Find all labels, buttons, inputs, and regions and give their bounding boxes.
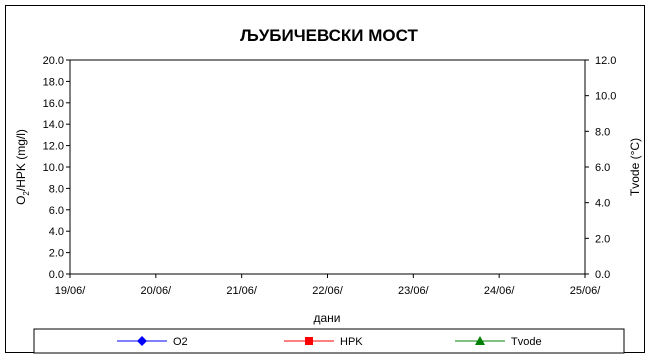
right-tick-label: 2.0	[595, 233, 610, 245]
left-tick-label: 8.0	[49, 183, 64, 195]
left-tick-label: 4.0	[49, 226, 64, 238]
legend-label: Tvode	[511, 336, 542, 348]
right-tick-label: 10.0	[595, 91, 616, 103]
x-axis-ticks: 19/06/20/06/21/06/22/06/23/06/24/06/25/0…	[55, 274, 602, 297]
right-tick-label: 0.0	[595, 269, 610, 281]
legend-item-hpk: HPK	[284, 336, 363, 348]
left-tick-label: 2.0	[49, 248, 64, 260]
y-axis-left-label: O2/HPK (mg/l)	[14, 129, 31, 205]
legend-label: HPK	[340, 336, 363, 348]
right-axis-ticks: 0.0 2.0 4.0 6.0 8.0 10.0 12.0	[585, 55, 616, 281]
right-tick-label: 12.0	[595, 55, 616, 67]
left-tick-label: 14.0	[43, 119, 64, 131]
right-tick-label: 4.0	[595, 198, 610, 210]
right-tick-label: 8.0	[595, 126, 610, 138]
x-tick-label: 21/06/	[226, 285, 258, 297]
left-tick-label: 12.0	[43, 141, 64, 153]
left-tick-label: 10.0	[43, 162, 64, 174]
legend-label: O2	[173, 336, 188, 348]
x-tick-label: 19/06/	[55, 285, 87, 297]
x-tick-label: 24/06/	[484, 285, 516, 297]
chart-title: ЉУБИЧЕВСКИ МОСТ	[240, 26, 418, 45]
left-tick-label: 0.0	[49, 269, 64, 281]
diamond-marker-icon	[137, 336, 147, 346]
legend-item-o2: O2	[117, 336, 188, 348]
left-tick-label: 18.0	[43, 76, 64, 88]
left-axis-ticks: 0.0 2.0 4.0 6.0 8.0 10.0 12.0 14.0 16.0 18.0 20.0	[43, 55, 70, 281]
legend: O2 HPK Tvode	[117, 336, 542, 348]
x-tick-label: 25/06/	[570, 285, 602, 297]
x-axis-label: дани	[313, 311, 340, 325]
right-tick-label: 6.0	[595, 162, 610, 174]
x-tick-label: 22/06/	[312, 285, 344, 297]
x-tick-label: 23/06/	[398, 285, 430, 297]
x-tick-label: 20/06/	[141, 285, 173, 297]
left-tick-label: 16.0	[43, 98, 64, 110]
plot-area	[69, 59, 586, 275]
legend-item-tvode: Tvode	[455, 336, 542, 348]
left-tick-label: 20.0	[43, 55, 64, 67]
square-marker-icon	[305, 337, 313, 345]
y-axis-right-label: Tvode (°C)	[628, 138, 642, 196]
left-tick-label: 6.0	[49, 205, 64, 217]
triangle-marker-icon	[475, 336, 485, 345]
